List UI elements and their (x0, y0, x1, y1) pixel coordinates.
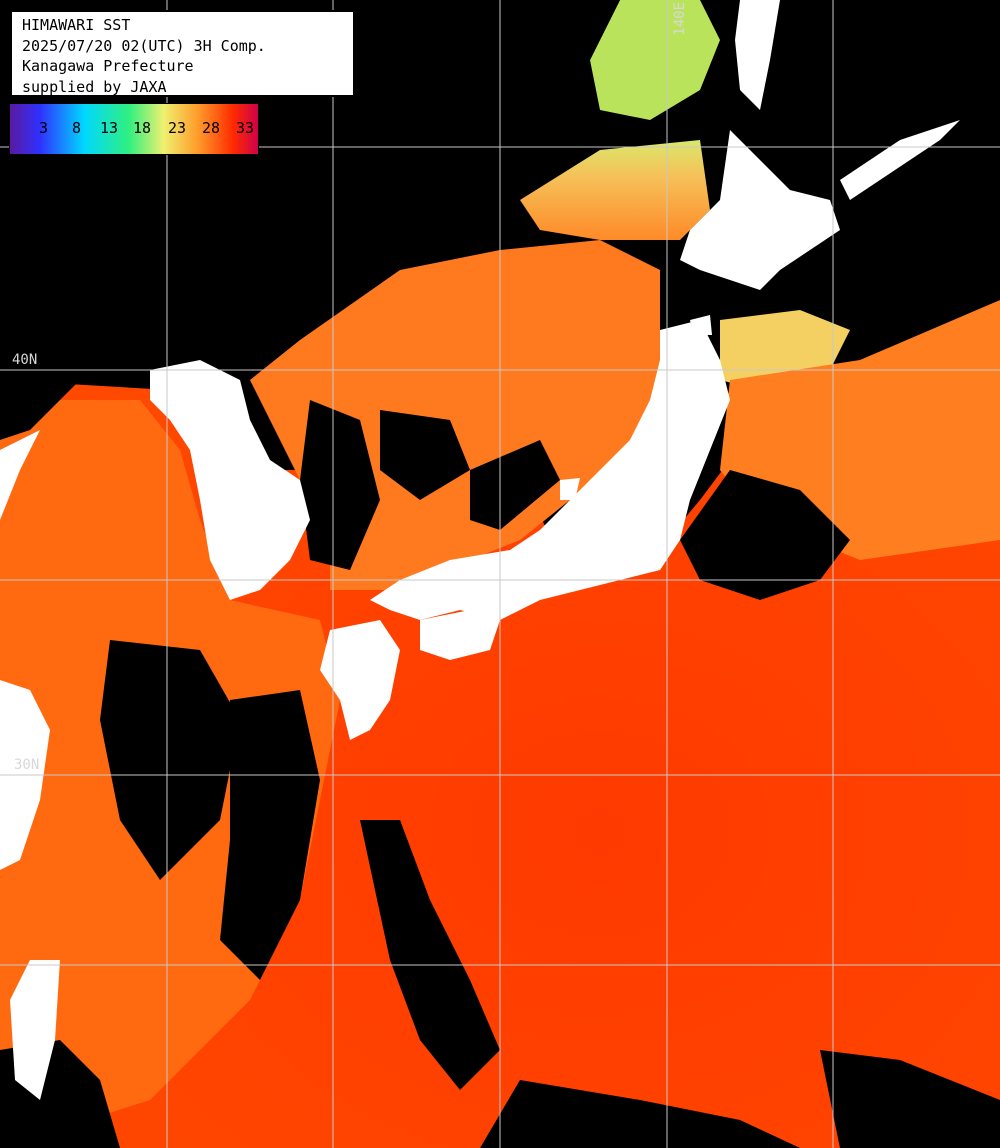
ocean-north-cold (590, 0, 720, 120)
legend-labels: 3 8 13 18 23 28 33 (10, 104, 258, 154)
land-small-island (560, 478, 580, 500)
legend-tick: 33 (236, 119, 255, 137)
land-honshu (370, 320, 730, 620)
title-datetime: 2025/07/20 02(UTC) 3H Comp. (22, 36, 266, 55)
land-hokkaido (680, 130, 840, 290)
lon-label-140e: 140E (672, 2, 688, 36)
title-credit: supplied by JAXA (22, 77, 167, 96)
legend-tick: 8 (72, 119, 82, 137)
land-china (0, 430, 40, 520)
legend-color-bar (10, 104, 258, 154)
title-region: Kanagawa Prefecture (22, 57, 194, 75)
land-shikoku (420, 610, 500, 660)
land-sakhalin (735, 0, 780, 110)
legend-tick: 13 (100, 119, 119, 137)
land-island-east (690, 315, 712, 335)
title-product: HIMAWARI SST (22, 16, 131, 34)
legend-tick: 23 (168, 119, 187, 137)
ocean-north (520, 140, 720, 240)
legend-tick: 18 (133, 119, 152, 137)
land-kurils (840, 120, 960, 200)
lat-label-40n: 40N (12, 352, 38, 368)
title-box: HIMAWARI SST 2025/07/20 02(UTC) 3H Comp.… (10, 10, 355, 97)
lat-label-30n: 30N (14, 757, 40, 773)
land-taiwan (10, 960, 60, 1100)
legend-tick: 28 (202, 119, 221, 137)
legend-tick: 3 (39, 119, 49, 137)
land-kyushu (320, 620, 400, 740)
temperature-legend: 3 8 13 18 23 28 33 (9, 103, 259, 155)
land-korea (150, 360, 310, 600)
